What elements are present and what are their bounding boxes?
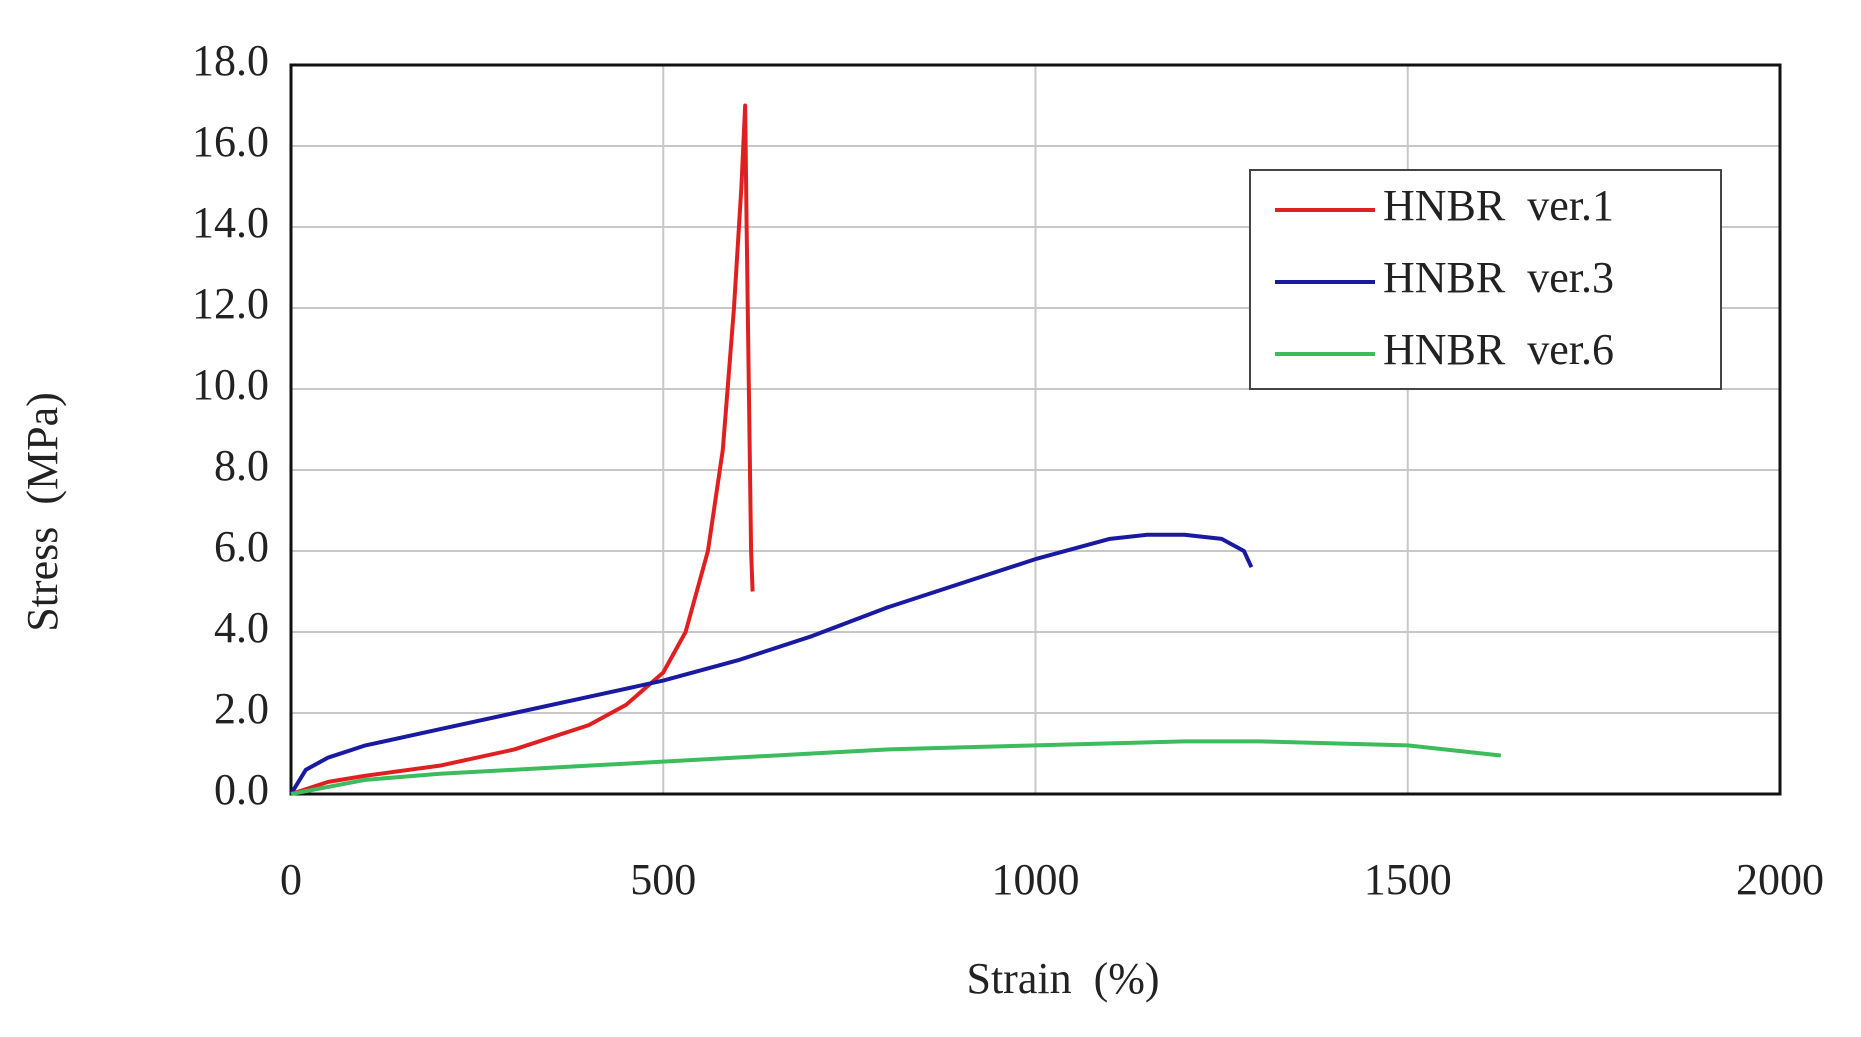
x-tick-label: 500 bbox=[630, 855, 696, 904]
y-tick-label: 14.0 bbox=[192, 198, 269, 247]
y-tick-label: 2.0 bbox=[214, 684, 269, 733]
y-tick-label: 18.0 bbox=[192, 36, 269, 85]
legend-label: HNBR ver.6 bbox=[1383, 325, 1614, 374]
y-tick-label: 12.0 bbox=[192, 279, 269, 328]
series-line bbox=[289, 532, 1254, 796]
legend-label: HNBR ver.1 bbox=[1383, 181, 1614, 230]
legend: HNBR ver.1 HNBR ver.3 HNBR ver.6 bbox=[1249, 169, 1722, 390]
plot-frame bbox=[289, 63, 1782, 796]
y-tick-label: 10.0 bbox=[192, 360, 269, 409]
x-tick-label: 1000 bbox=[992, 855, 1080, 904]
y-axis-label: Stress (MPa) bbox=[18, 392, 67, 632]
x-tick-label: 1500 bbox=[1364, 855, 1452, 904]
legend-label: HNBR ver.3 bbox=[1383, 253, 1614, 302]
x-tick-label: 0 bbox=[280, 855, 302, 904]
y-tick-label: 16.0 bbox=[192, 117, 269, 166]
y-tick-label: 4.0 bbox=[214, 603, 269, 652]
x-axis-label: Strain (%) bbox=[966, 954, 1159, 1003]
series-line bbox=[290, 739, 1502, 796]
x-tick-label: 2000 bbox=[1736, 855, 1824, 904]
y-tick-label: 8.0 bbox=[214, 441, 269, 490]
y-tick-label: 6.0 bbox=[214, 522, 269, 571]
series-line bbox=[290, 103, 755, 796]
y-tick-label: 0.0 bbox=[214, 765, 269, 814]
